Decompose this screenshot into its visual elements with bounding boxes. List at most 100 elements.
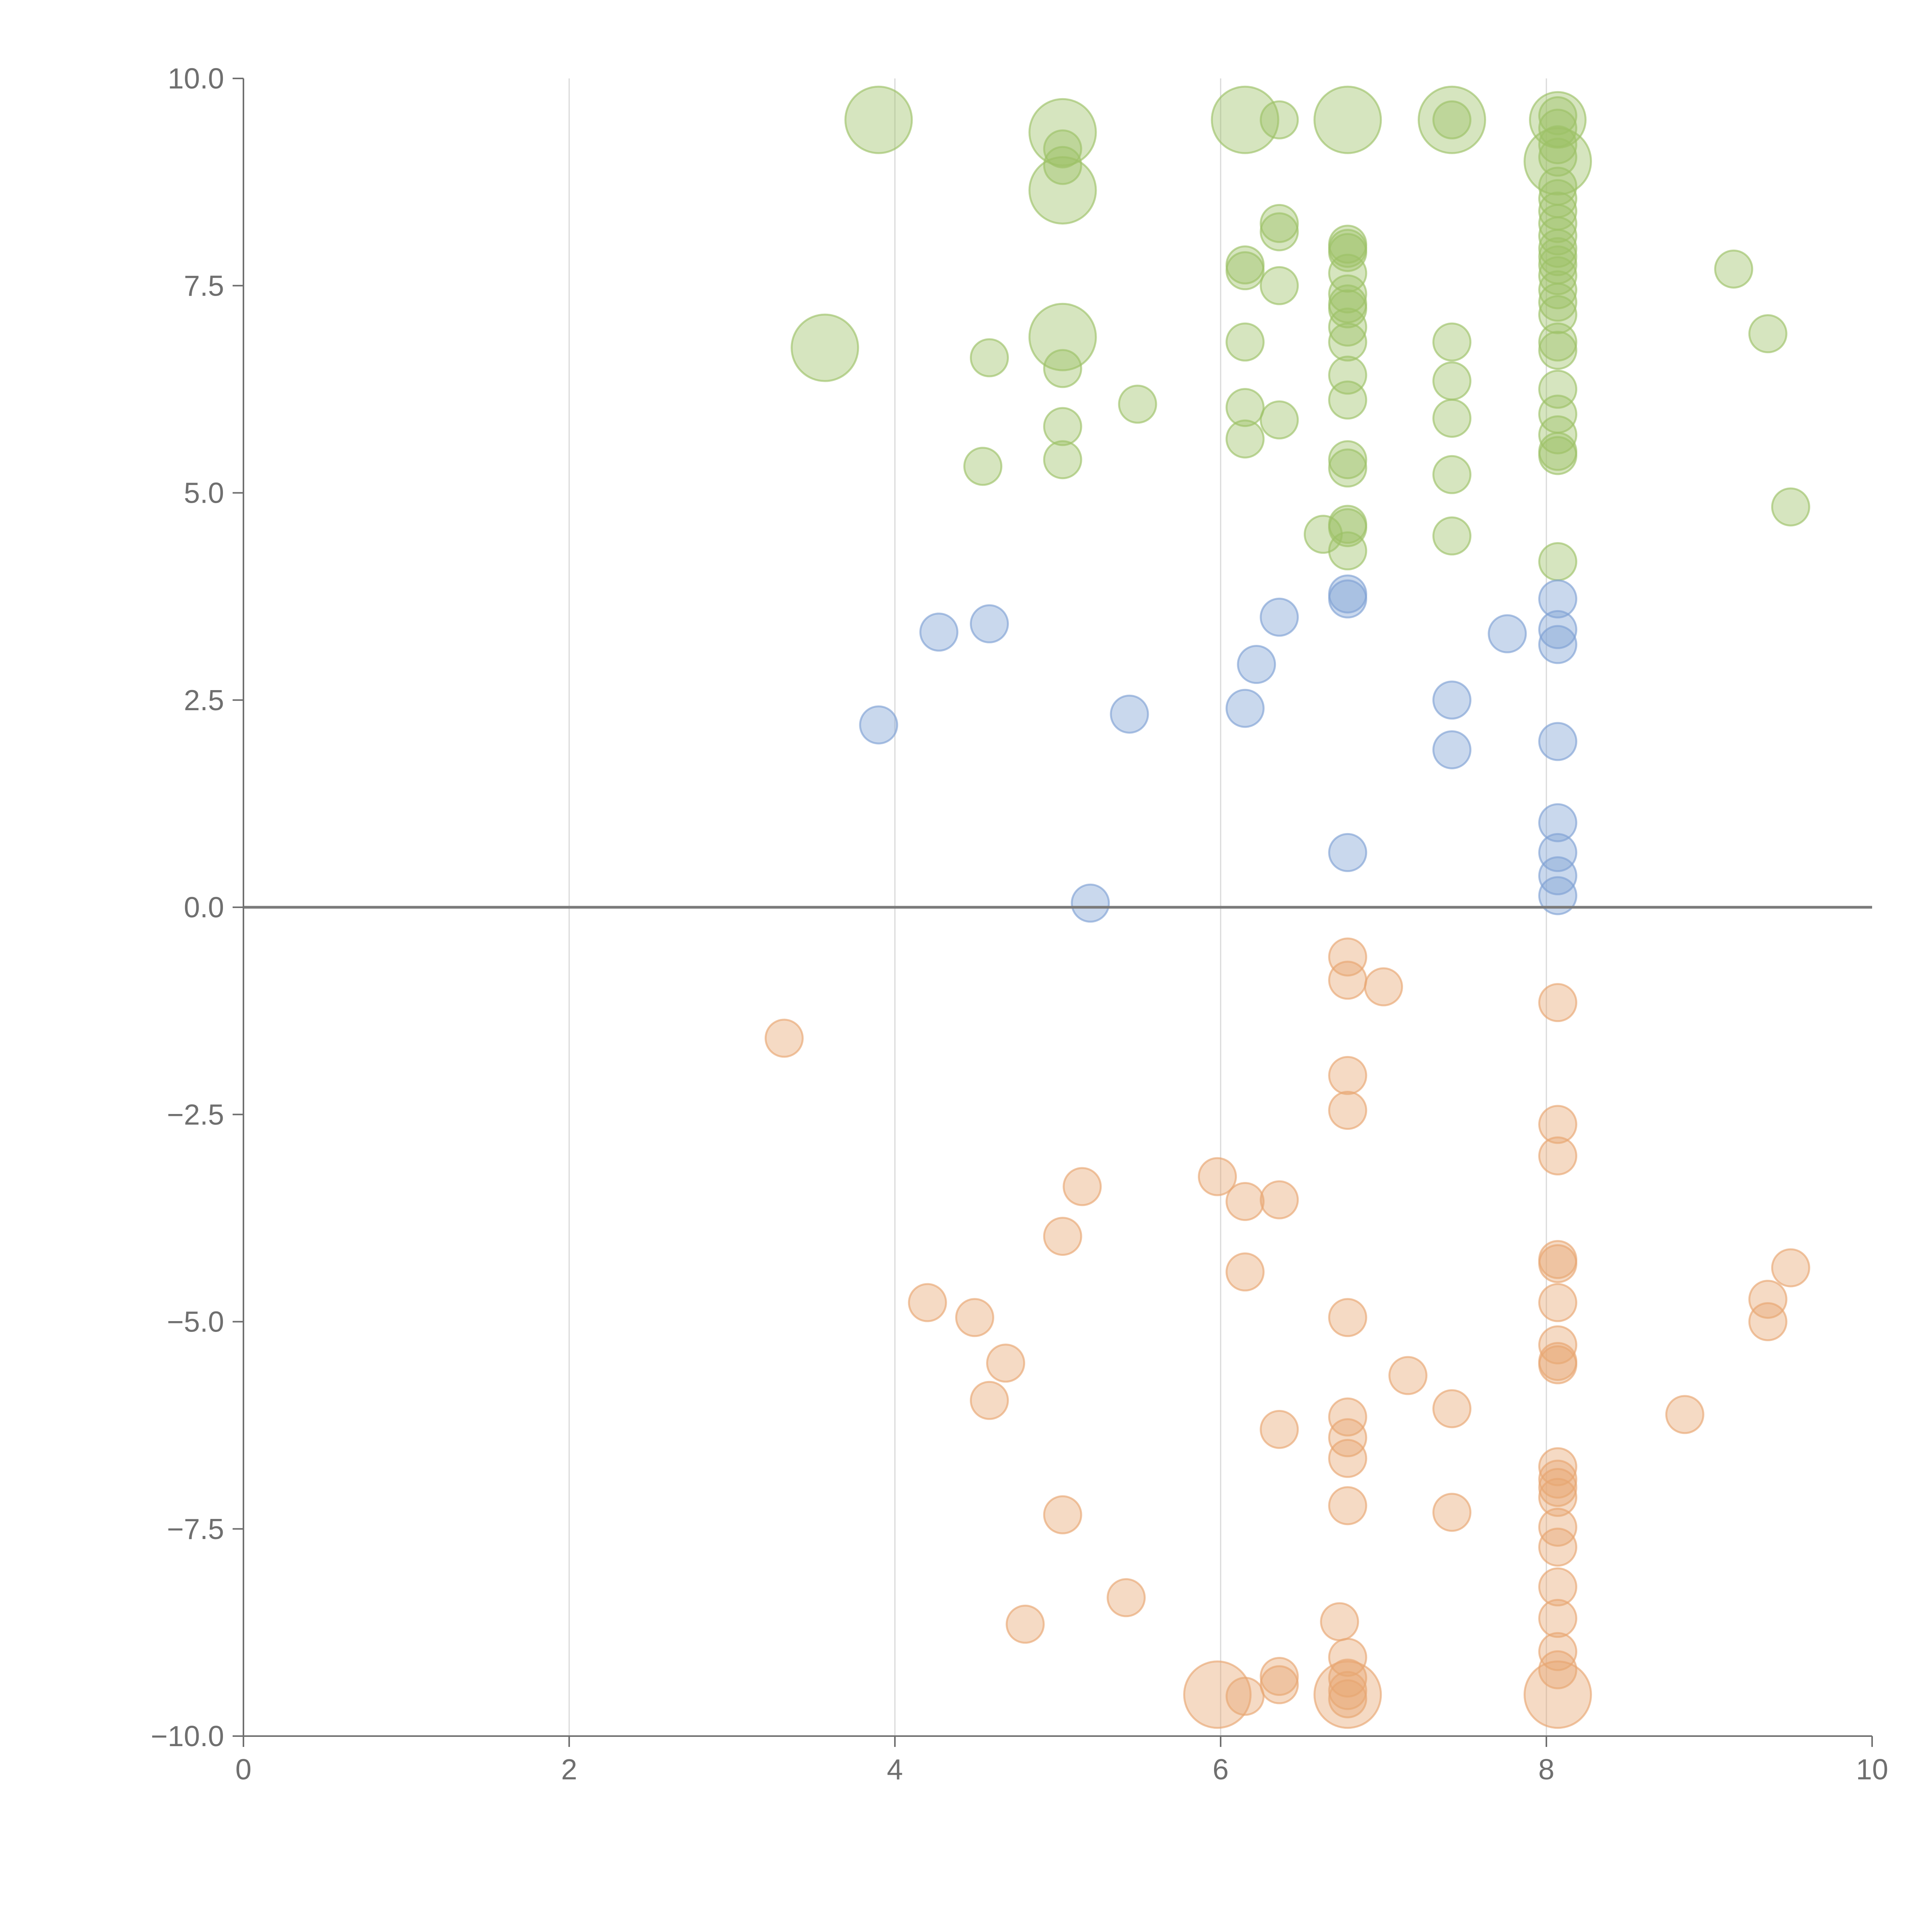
data-point-s0-53	[1538, 331, 1578, 370]
x-tick-label: 0	[235, 1753, 252, 1786]
data-point-s0-63	[1043, 407, 1082, 446]
x-tick-label: 10	[1856, 1753, 1888, 1786]
data-point-s2-38	[1538, 1468, 1578, 1507]
data-point-s2-0	[1328, 937, 1367, 977]
data-point-s2-44	[1538, 1527, 1578, 1567]
data-point-s2-7	[1538, 1105, 1578, 1144]
data-point-s1-4	[1260, 597, 1299, 637]
x-tick-label: 2	[561, 1753, 577, 1786]
data-point-s0-58	[1538, 436, 1578, 475]
data-point-s0-73	[1432, 455, 1472, 494]
data-point-s2-14	[1225, 1252, 1265, 1292]
y-tick-label: 10.0	[168, 62, 224, 95]
data-point-s1-14	[1538, 625, 1578, 664]
data-point-s2-59	[1183, 1660, 1252, 1729]
data-point-s0-17	[1538, 138, 1578, 177]
data-point-s0-9	[1028, 303, 1097, 371]
data-point-s0-1	[1028, 98, 1097, 167]
data-point-s0-66	[1225, 322, 1265, 362]
data-point-s2-10	[1063, 1167, 1102, 1206]
data-point-s0-18	[1260, 204, 1299, 243]
data-point-s0-16	[1538, 125, 1578, 165]
data-point-s2-1	[1328, 961, 1367, 1000]
data-point-s0-52	[1538, 322, 1578, 362]
data-point-s2-2	[1364, 967, 1403, 1007]
data-point-s2-12	[1260, 1180, 1299, 1219]
data-point-s0-62	[1118, 384, 1157, 424]
data-point-s2-20	[1328, 1298, 1367, 1337]
data-point-s2-56	[1328, 1671, 1367, 1710]
data-point-s0-12	[1260, 100, 1299, 139]
data-point-s2-3	[1538, 983, 1578, 1022]
data-point-s2-21	[986, 1344, 1026, 1383]
data-points	[764, 85, 1810, 1729]
x-tick-label: 8	[1538, 1753, 1554, 1786]
data-point-s1-3	[969, 604, 1009, 643]
data-point-s1-9	[1432, 680, 1472, 720]
data-point-s0-19	[1260, 212, 1299, 252]
data-point-s2-8	[1538, 1136, 1578, 1175]
data-point-s0-35	[1328, 448, 1367, 488]
y-tick-label: 7.5	[184, 269, 224, 302]
data-point-s2-33	[1748, 1302, 1787, 1341]
data-point-s2-48	[1538, 1599, 1578, 1638]
data-point-s1-21	[1071, 883, 1110, 923]
data-point-s0-21	[1225, 251, 1265, 291]
data-point-s2-18	[908, 1283, 947, 1322]
data-point-s1-10	[1432, 730, 1472, 769]
data-point-s0-68	[1225, 419, 1265, 459]
data-point-s0-69	[1260, 400, 1299, 440]
data-point-s0-10	[1043, 129, 1082, 168]
data-point-s0-50	[1538, 282, 1578, 322]
data-point-s2-55	[1260, 1665, 1299, 1704]
data-point-s0-11	[1043, 146, 1082, 185]
data-point-s0-25	[1328, 233, 1367, 272]
y-tick-label: −2.5	[167, 1098, 224, 1131]
data-point-s1-7	[1110, 694, 1149, 734]
data-point-s0-65	[963, 447, 1003, 486]
data-point-s0-45	[1538, 229, 1578, 268]
data-point-s2-57	[1328, 1679, 1367, 1718]
data-point-s2-23	[1388, 1356, 1428, 1395]
data-point-s0-38	[1328, 531, 1367, 571]
data-point-s0-22	[1260, 266, 1299, 305]
data-point-s0-26	[1328, 253, 1367, 293]
data-point-s2-28	[1260, 1410, 1299, 1449]
data-point-s0-39	[1304, 515, 1343, 554]
data-point-s1-11	[1488, 614, 1527, 653]
data-point-s0-5	[1418, 85, 1486, 154]
data-point-s0-61	[1043, 349, 1082, 388]
data-point-s0-37	[1328, 508, 1367, 548]
data-point-s0-70	[1432, 322, 1472, 362]
data-point-s2-36	[1538, 1447, 1578, 1486]
data-point-s0-44	[1538, 216, 1578, 256]
data-point-s2-4	[764, 1019, 804, 1058]
x-tick-label: 4	[887, 1753, 903, 1786]
data-point-s0-67	[1225, 388, 1265, 427]
data-point-s0-76	[1748, 314, 1787, 354]
x-tick-label: 6	[1213, 1753, 1229, 1786]
data-point-s2-19	[955, 1298, 995, 1337]
data-point-s0-13	[1432, 100, 1472, 139]
data-point-s1-2	[919, 612, 959, 652]
data-point-s2-61	[1524, 1660, 1592, 1729]
data-point-s0-71	[1432, 361, 1472, 401]
data-point-s0-4	[1313, 85, 1382, 154]
data-point-s0-3	[1211, 85, 1279, 154]
y-tick-label: 5.0	[184, 477, 224, 509]
data-point-s2-49	[1320, 1602, 1359, 1641]
data-point-s1-20	[1328, 833, 1367, 872]
data-point-s0-30	[1328, 308, 1367, 347]
data-point-s2-13	[1043, 1217, 1082, 1256]
data-point-s0-72	[1432, 398, 1472, 438]
data-point-s2-53	[1328, 1658, 1367, 1698]
data-point-s1-6	[1225, 689, 1265, 728]
data-point-s2-26	[1328, 1418, 1367, 1458]
data-point-s0-56	[1538, 415, 1578, 454]
data-point-s0-0	[844, 85, 913, 154]
data-point-s2-16	[1538, 1244, 1578, 1283]
data-point-s2-34	[1771, 1248, 1810, 1287]
data-point-s1-16	[1538, 803, 1578, 842]
y-tick-label: −10.0	[151, 1720, 224, 1752]
